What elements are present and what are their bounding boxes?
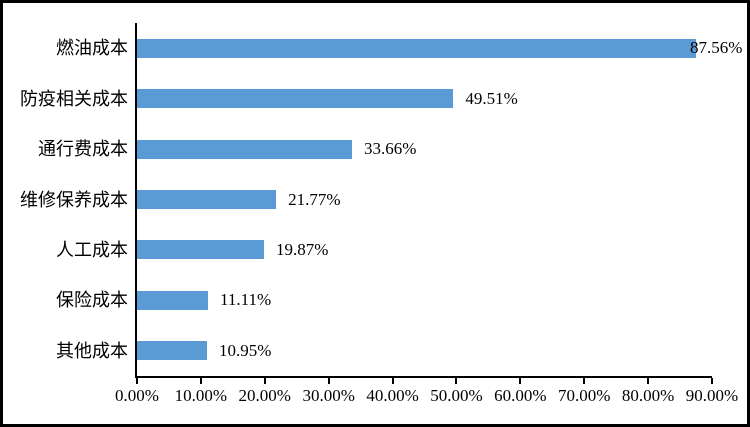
value-label: 10.95% bbox=[218, 340, 272, 360]
x-axis-tick-label: 10.00% bbox=[174, 386, 228, 405]
category-label: 通行费成本 bbox=[38, 139, 128, 160]
x-axis-tick-label: 80.00% bbox=[621, 386, 675, 405]
x-axis-tick-label: 30.00% bbox=[302, 386, 355, 405]
x-axis-tick-label: 0.00% bbox=[115, 386, 159, 405]
bar bbox=[137, 38, 697, 58]
category-label: 保险成本 bbox=[56, 290, 128, 311]
x-axis-tick bbox=[136, 378, 138, 384]
x-axis-tick-label: 40.00% bbox=[366, 386, 419, 405]
category-label: 其他成本 bbox=[56, 340, 128, 361]
bar bbox=[137, 240, 264, 260]
x-axis-tick-label: 70.00% bbox=[558, 386, 611, 405]
x-axis-tick bbox=[711, 378, 713, 384]
value-label: 87.56% bbox=[690, 38, 743, 58]
value-label: 19.87% bbox=[275, 239, 329, 259]
value-label: 33.66% bbox=[364, 139, 417, 159]
x-axis-tick bbox=[263, 378, 266, 384]
x-axis-tick-label: 60.00% bbox=[494, 386, 547, 405]
bar bbox=[137, 341, 207, 361]
plot-area bbox=[135, 23, 712, 378]
bar bbox=[137, 89, 454, 109]
bar bbox=[137, 290, 208, 310]
bar bbox=[137, 139, 353, 159]
category-label: 人工成本 bbox=[56, 239, 128, 260]
x-axis-tick bbox=[647, 378, 650, 384]
x-axis-tick bbox=[519, 378, 522, 384]
value-label: 21.77% bbox=[288, 189, 341, 209]
category-label: 燃油成本 bbox=[56, 38, 128, 59]
chart-stage: 燃油成本 87.56% 防疫相关成本 49.51% 通行费成本 33.66% 维修保养成本 2… bbox=[3, 3, 747, 424]
x-axis-tick-label: 50.00% bbox=[430, 386, 483, 405]
x-axis-tick-label: 90.00% bbox=[685, 386, 739, 405]
category-label: 维修保养成本 bbox=[20, 189, 128, 210]
bar bbox=[137, 190, 277, 209]
x-axis-tick bbox=[199, 378, 202, 384]
category-label: 防疫相关成本 bbox=[20, 88, 128, 109]
value-label: 11.11% bbox=[219, 290, 272, 310]
x-axis-tick bbox=[327, 378, 330, 384]
x-axis-tick-label: 20.00% bbox=[238, 386, 291, 405]
x-axis-tick bbox=[455, 378, 458, 384]
x-axis-tick bbox=[583, 378, 586, 384]
x-axis-tick bbox=[391, 378, 394, 384]
value-label: 49.51% bbox=[465, 88, 518, 108]
